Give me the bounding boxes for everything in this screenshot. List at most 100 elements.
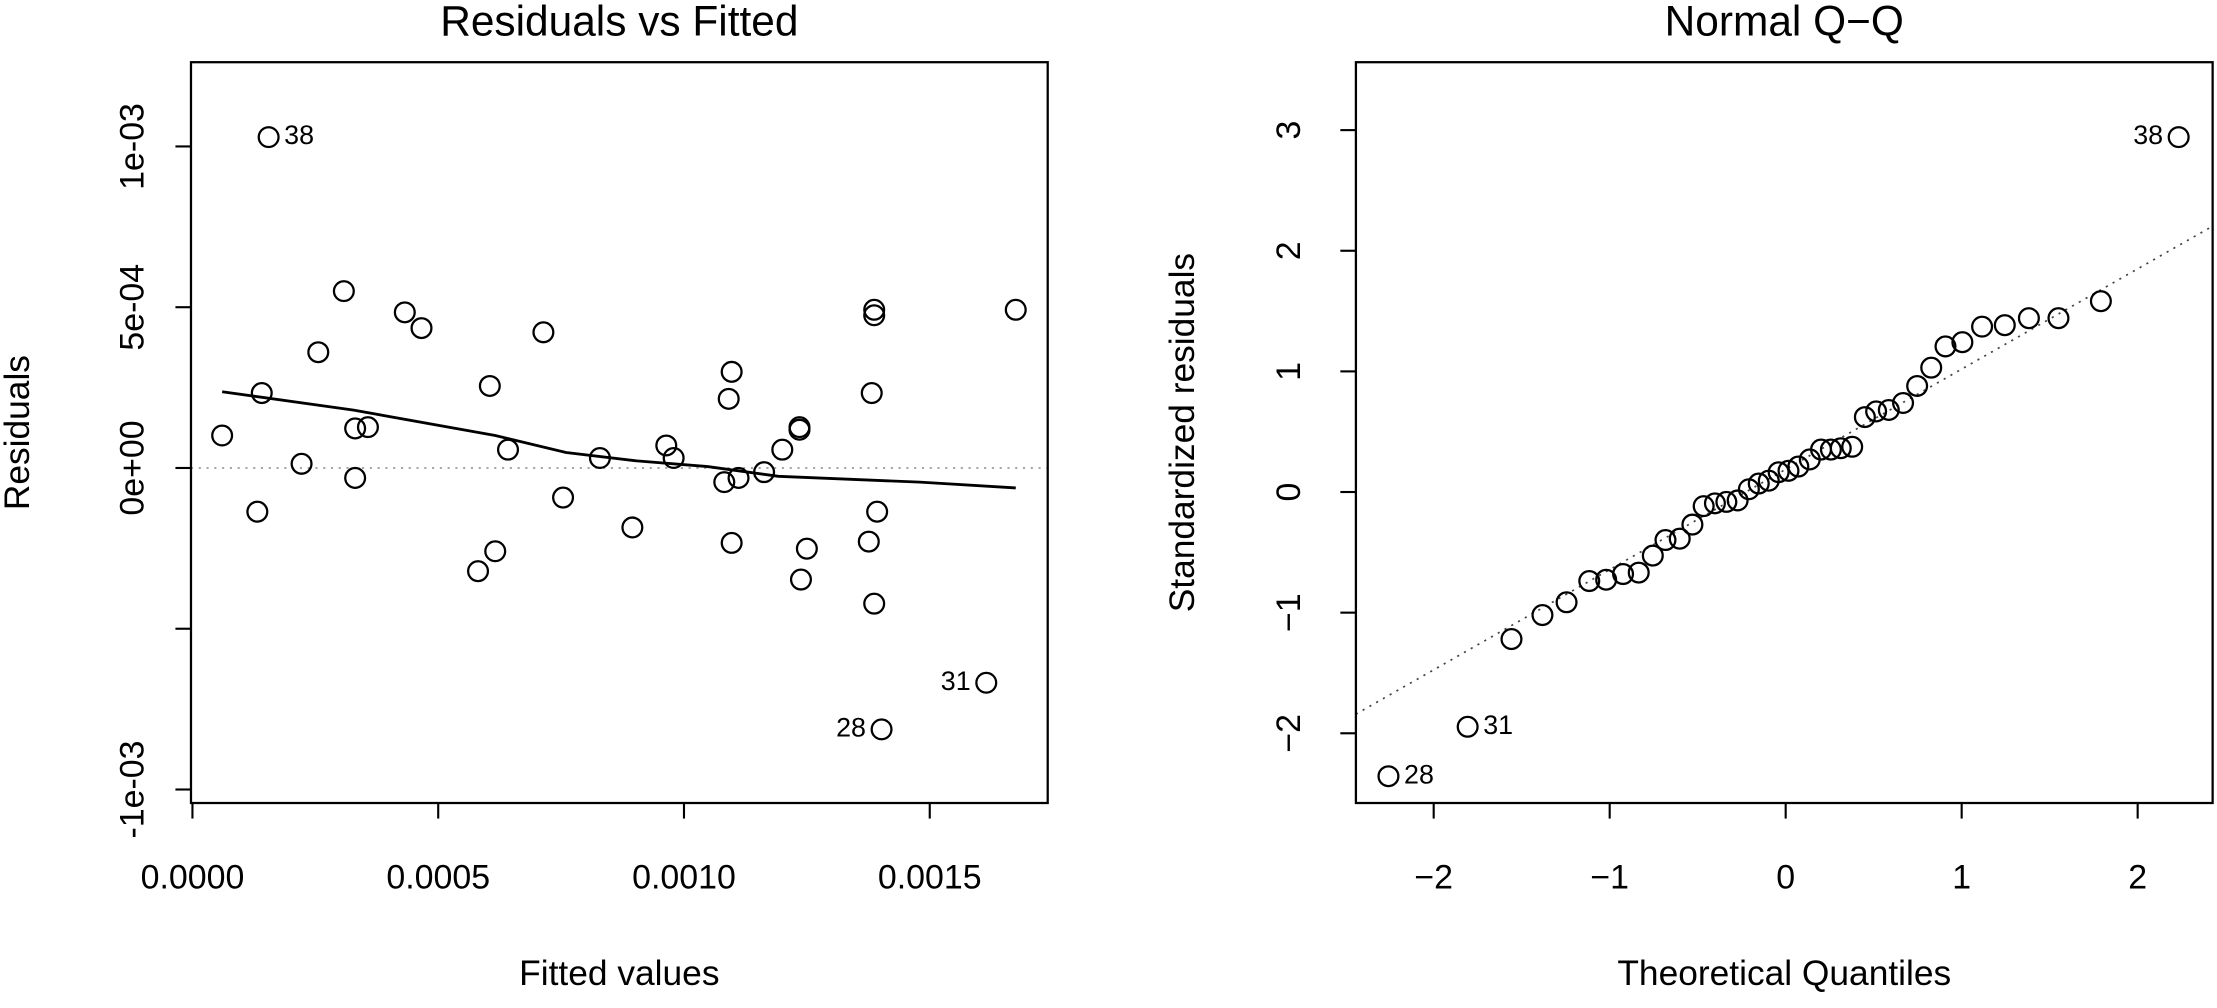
x-tick-label: −1 xyxy=(1590,858,1629,896)
x-tick-label: 2 xyxy=(2128,858,2147,896)
point xyxy=(2047,307,2070,330)
x-axis-label: Fitted values xyxy=(519,954,719,993)
y-tick-label: −1 xyxy=(1270,593,1308,632)
point xyxy=(860,382,883,405)
point xyxy=(788,418,811,441)
point xyxy=(257,126,280,149)
point xyxy=(789,568,812,591)
point-label: 31 xyxy=(941,666,971,696)
point xyxy=(1654,529,1677,552)
y-tick-label: −2 xyxy=(1270,714,1308,753)
x-tick-label: 0.0010 xyxy=(632,858,736,896)
point xyxy=(393,301,416,324)
point xyxy=(250,382,273,405)
point xyxy=(1971,315,1994,338)
point xyxy=(484,540,507,563)
point xyxy=(532,321,555,344)
qq-line xyxy=(1355,225,2213,715)
point xyxy=(1920,356,1943,379)
point xyxy=(1377,765,1400,788)
point xyxy=(1715,490,1738,513)
point xyxy=(1004,298,1027,321)
point xyxy=(552,486,575,509)
chart-title: Residuals vs Fitted xyxy=(440,0,798,44)
point xyxy=(655,434,678,457)
point xyxy=(1500,628,1523,651)
y-tick-label: 0 xyxy=(1270,483,1308,502)
point xyxy=(1747,472,1770,495)
y-axis-label: Residuals xyxy=(0,355,37,510)
point xyxy=(1767,461,1790,484)
point xyxy=(1993,314,2016,337)
point xyxy=(1841,435,1864,458)
point-label: 38 xyxy=(2133,120,2163,150)
y-tick-label: 5e-04 xyxy=(113,264,151,351)
point xyxy=(307,341,330,364)
point xyxy=(467,560,490,583)
point xyxy=(713,471,736,494)
point xyxy=(1951,331,1974,354)
point xyxy=(1865,400,1888,423)
y-tick-label: 2 xyxy=(1270,241,1308,260)
y-tick-label: 1e-03 xyxy=(113,103,151,190)
smooth-line xyxy=(221,390,1016,490)
y-tick-label: -1e-03 xyxy=(113,740,151,838)
point xyxy=(332,280,355,303)
plot-box xyxy=(189,61,1049,805)
point xyxy=(1456,715,1479,738)
point xyxy=(863,592,886,615)
point xyxy=(1681,513,1704,536)
point xyxy=(1906,374,1929,398)
x-tick-label: 0 xyxy=(1776,858,1795,896)
x-tick-label: 0.0000 xyxy=(141,858,245,896)
point xyxy=(1531,604,1554,627)
point xyxy=(621,516,644,539)
point xyxy=(356,416,379,439)
point xyxy=(1892,391,1915,415)
point xyxy=(2167,126,2190,149)
point xyxy=(771,438,794,461)
chart-title: Normal Q−Q xyxy=(1665,0,1904,44)
point xyxy=(863,298,886,321)
point xyxy=(863,304,886,327)
x-axis-label: Theoretical Quantiles xyxy=(1617,954,1951,993)
point xyxy=(662,446,685,470)
y-tick-label: 0e+00 xyxy=(113,420,151,515)
point-label: 28 xyxy=(1404,759,1434,789)
point xyxy=(478,374,501,398)
point xyxy=(857,530,880,553)
point xyxy=(1877,398,1900,422)
point xyxy=(344,466,367,489)
point xyxy=(1555,591,1578,614)
point xyxy=(727,466,750,489)
point xyxy=(1787,455,1810,478)
y-tick-label: 3 xyxy=(1270,121,1308,140)
point xyxy=(1829,437,1852,460)
point-label: 38 xyxy=(284,120,314,150)
point xyxy=(1703,492,1726,515)
point xyxy=(410,317,433,340)
point xyxy=(720,360,743,383)
point xyxy=(1853,406,1876,429)
point xyxy=(866,500,889,523)
point xyxy=(1934,335,1957,358)
y-axis-label: Standardized residuals xyxy=(1163,253,1202,612)
point xyxy=(1578,570,1601,593)
point xyxy=(1641,544,1664,567)
point xyxy=(720,531,743,554)
point xyxy=(795,537,818,560)
point xyxy=(1819,438,1842,461)
x-tick-label: −2 xyxy=(1414,858,1453,896)
point xyxy=(1726,489,1749,512)
y-tick-label: 1 xyxy=(1270,362,1308,381)
point xyxy=(1612,563,1635,586)
point xyxy=(2089,290,2112,313)
point xyxy=(211,424,234,447)
point xyxy=(1668,527,1691,550)
x-tick-label: 0.0005 xyxy=(386,858,490,896)
point xyxy=(290,452,313,475)
point xyxy=(753,461,776,484)
point xyxy=(1692,495,1715,518)
plot-box xyxy=(1354,61,2214,805)
